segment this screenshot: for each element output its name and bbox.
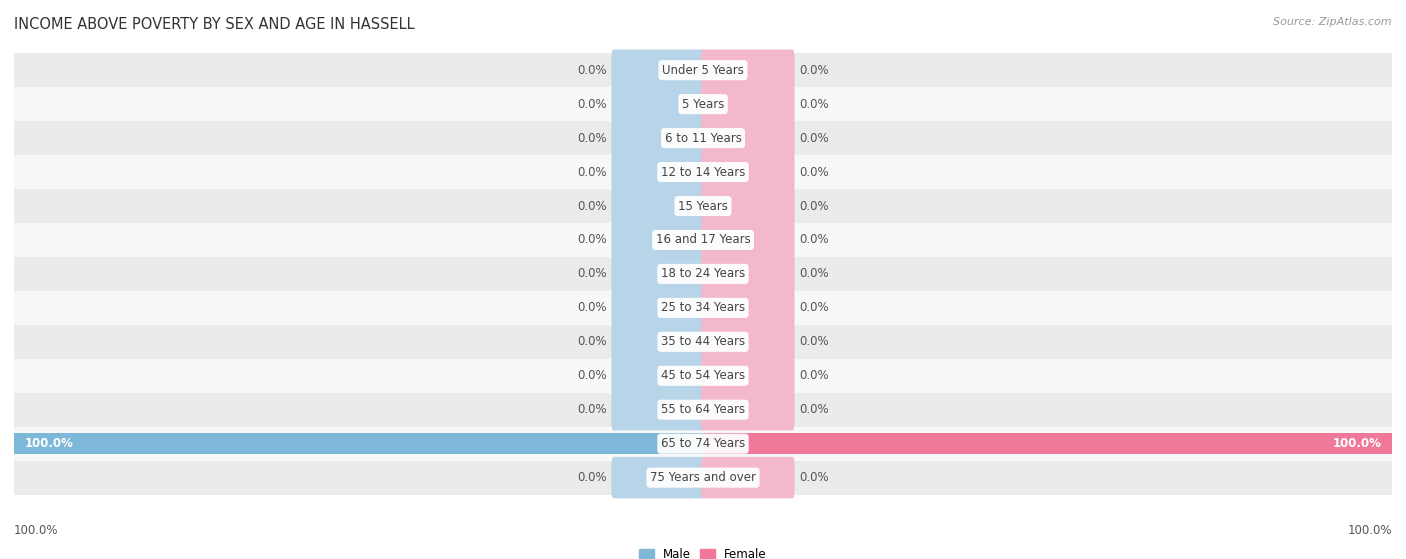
- Bar: [14, 433, 703, 454]
- Bar: [14, 427, 1392, 461]
- Text: 0.0%: 0.0%: [576, 403, 606, 416]
- FancyBboxPatch shape: [702, 457, 794, 498]
- Text: 0.0%: 0.0%: [576, 301, 606, 314]
- Text: 0.0%: 0.0%: [800, 165, 830, 178]
- Text: 100.0%: 100.0%: [1333, 437, 1382, 450]
- FancyBboxPatch shape: [702, 253, 794, 295]
- FancyBboxPatch shape: [612, 185, 704, 227]
- FancyBboxPatch shape: [612, 287, 704, 329]
- Text: 6 to 11 Years: 6 to 11 Years: [665, 131, 741, 145]
- FancyBboxPatch shape: [612, 389, 704, 430]
- Text: Source: ZipAtlas.com: Source: ZipAtlas.com: [1274, 17, 1392, 27]
- Text: 0.0%: 0.0%: [576, 335, 606, 348]
- Text: 0.0%: 0.0%: [576, 98, 606, 111]
- Text: 5 Years: 5 Years: [682, 98, 724, 111]
- Text: 35 to 44 Years: 35 to 44 Years: [661, 335, 745, 348]
- FancyBboxPatch shape: [702, 83, 794, 125]
- Text: 45 to 54 Years: 45 to 54 Years: [661, 369, 745, 382]
- Bar: [14, 155, 1392, 189]
- FancyBboxPatch shape: [702, 117, 794, 159]
- Text: 0.0%: 0.0%: [800, 301, 830, 314]
- FancyBboxPatch shape: [612, 117, 704, 159]
- FancyBboxPatch shape: [612, 321, 704, 363]
- Text: 0.0%: 0.0%: [576, 234, 606, 247]
- FancyBboxPatch shape: [612, 219, 704, 260]
- Text: 0.0%: 0.0%: [800, 403, 830, 416]
- Text: 0.0%: 0.0%: [800, 98, 830, 111]
- Bar: [14, 87, 1392, 121]
- Text: 75 Years and over: 75 Years and over: [650, 471, 756, 484]
- FancyBboxPatch shape: [612, 50, 704, 91]
- FancyBboxPatch shape: [702, 219, 794, 260]
- Text: 100.0%: 100.0%: [24, 437, 73, 450]
- FancyBboxPatch shape: [612, 253, 704, 295]
- FancyBboxPatch shape: [702, 355, 794, 396]
- Text: 55 to 64 Years: 55 to 64 Years: [661, 403, 745, 416]
- FancyBboxPatch shape: [702, 389, 794, 430]
- FancyBboxPatch shape: [612, 457, 704, 498]
- Bar: [14, 393, 1392, 427]
- FancyBboxPatch shape: [612, 355, 704, 396]
- Text: 0.0%: 0.0%: [800, 64, 830, 77]
- Text: 15 Years: 15 Years: [678, 200, 728, 212]
- Text: Under 5 Years: Under 5 Years: [662, 64, 744, 77]
- Bar: [14, 257, 1392, 291]
- Text: 0.0%: 0.0%: [800, 234, 830, 247]
- Text: 100.0%: 100.0%: [14, 524, 59, 537]
- Text: 0.0%: 0.0%: [576, 200, 606, 212]
- FancyBboxPatch shape: [702, 50, 794, 91]
- Bar: [14, 461, 1392, 495]
- FancyBboxPatch shape: [702, 151, 794, 193]
- Text: 0.0%: 0.0%: [800, 267, 830, 281]
- Text: 100.0%: 100.0%: [1347, 524, 1392, 537]
- Text: 0.0%: 0.0%: [576, 471, 606, 484]
- Text: 12 to 14 Years: 12 to 14 Years: [661, 165, 745, 178]
- Text: 0.0%: 0.0%: [576, 369, 606, 382]
- Bar: [703, 433, 1392, 454]
- Text: 18 to 24 Years: 18 to 24 Years: [661, 267, 745, 281]
- Bar: [14, 53, 1392, 87]
- Bar: [14, 359, 1392, 393]
- FancyBboxPatch shape: [702, 287, 794, 329]
- Text: 0.0%: 0.0%: [576, 267, 606, 281]
- Bar: [14, 291, 1392, 325]
- Text: 0.0%: 0.0%: [800, 471, 830, 484]
- Text: INCOME ABOVE POVERTY BY SEX AND AGE IN HASSELL: INCOME ABOVE POVERTY BY SEX AND AGE IN H…: [14, 17, 415, 32]
- Bar: [14, 223, 1392, 257]
- Text: 0.0%: 0.0%: [576, 165, 606, 178]
- Text: 0.0%: 0.0%: [576, 131, 606, 145]
- Text: 0.0%: 0.0%: [800, 369, 830, 382]
- Text: 16 and 17 Years: 16 and 17 Years: [655, 234, 751, 247]
- Text: 25 to 34 Years: 25 to 34 Years: [661, 301, 745, 314]
- Legend: Male, Female: Male, Female: [634, 543, 772, 559]
- FancyBboxPatch shape: [702, 321, 794, 363]
- Bar: [14, 121, 1392, 155]
- FancyBboxPatch shape: [612, 151, 704, 193]
- FancyBboxPatch shape: [702, 185, 794, 227]
- FancyBboxPatch shape: [612, 83, 704, 125]
- Text: 0.0%: 0.0%: [800, 131, 830, 145]
- Text: 0.0%: 0.0%: [576, 64, 606, 77]
- Text: 0.0%: 0.0%: [800, 335, 830, 348]
- Bar: [14, 189, 1392, 223]
- Bar: [14, 325, 1392, 359]
- Text: 0.0%: 0.0%: [800, 200, 830, 212]
- Text: 65 to 74 Years: 65 to 74 Years: [661, 437, 745, 450]
